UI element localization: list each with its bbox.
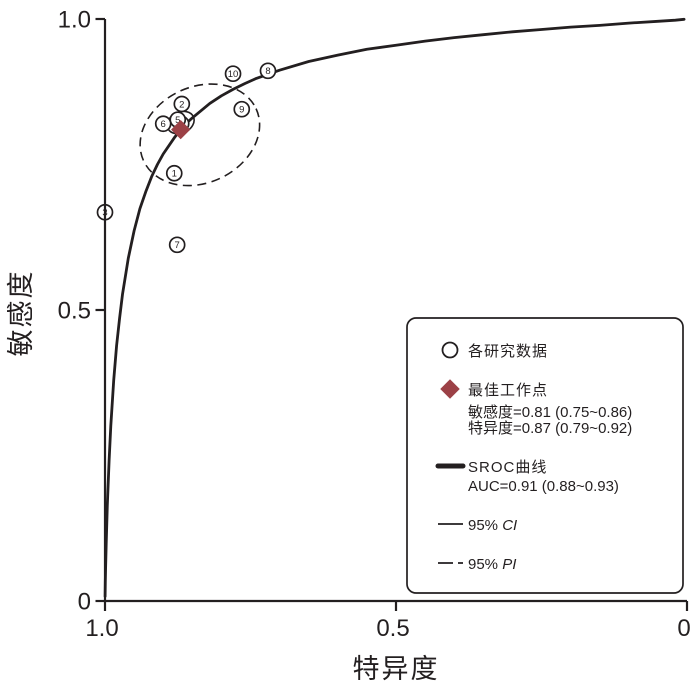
legend-label: 95% CI	[468, 517, 517, 534]
study-circle-icon	[224, 65, 242, 83]
legend-pi-prefix: 95%	[468, 556, 502, 573]
pi-ellipse	[139, 83, 261, 187]
y-tick-label: 0	[78, 589, 91, 616]
legend-label: 敏感度=0.81 (0.75~0.86)	[468, 404, 632, 421]
legend-ci-prefix: 95%	[468, 517, 502, 534]
x-tick-label: 0.5	[376, 615, 409, 642]
study-circle-icon	[165, 164, 183, 182]
legend-label: 最佳工作点	[468, 382, 548, 399]
study-point: 7	[168, 236, 186, 254]
study-point: 1	[165, 164, 183, 182]
y-tick-label: 0.5	[58, 298, 91, 325]
legend-label: AUC=0.91 (0.88~0.93)	[468, 478, 619, 495]
legend-ci-italic: CI	[502, 517, 517, 534]
study-number-label: 5	[175, 115, 180, 126]
legend-label: 各研究数据	[468, 343, 548, 360]
study-number-label: 9	[239, 105, 244, 116]
legend-label: SROC曲线	[468, 459, 547, 476]
legend-label: 95% PI	[468, 556, 516, 573]
y-axis-title: 敏感度	[6, 270, 36, 357]
study-circle-icon	[259, 62, 277, 80]
x-axis-title: 特异度	[353, 654, 440, 684]
legend-label: 特异度=0.87 (0.79~0.92)	[468, 420, 632, 437]
study-point: 6	[154, 115, 172, 133]
legend-box	[406, 317, 684, 594]
study-number-label: 7	[175, 240, 180, 251]
confidence-regions-layer	[139, 83, 261, 187]
sroc-curve	[103, 17, 686, 598]
study-number-label: 2	[179, 99, 184, 110]
study-number-label: 10	[228, 69, 239, 80]
study-point: 10	[224, 65, 242, 83]
legend-pi-italic: PI	[502, 556, 516, 573]
sroc-curve-layer	[103, 17, 686, 598]
study-point: 9	[233, 100, 251, 118]
diamond-marker-icon	[440, 379, 460, 399]
study-number-label: 8	[265, 66, 270, 77]
study-number-label: 6	[161, 119, 166, 130]
x-tick-label: 0	[677, 615, 690, 642]
study-number-label: 1	[172, 169, 177, 180]
summary-point-diamond	[171, 119, 191, 140]
y-tick-label: 1.0	[58, 7, 91, 34]
summary-point-layer	[171, 119, 191, 140]
study-point: 8	[259, 62, 277, 80]
study-points-layer: 12345678910	[96, 62, 277, 254]
study-circle-icon	[173, 95, 191, 113]
study-circle-icon	[154, 115, 172, 133]
study-point: 2	[173, 95, 191, 113]
study-circle-icon	[168, 236, 186, 254]
study-circle-icon	[233, 100, 251, 118]
circle-marker-icon	[441, 341, 459, 359]
x-tick-label: 1.0	[85, 615, 118, 642]
